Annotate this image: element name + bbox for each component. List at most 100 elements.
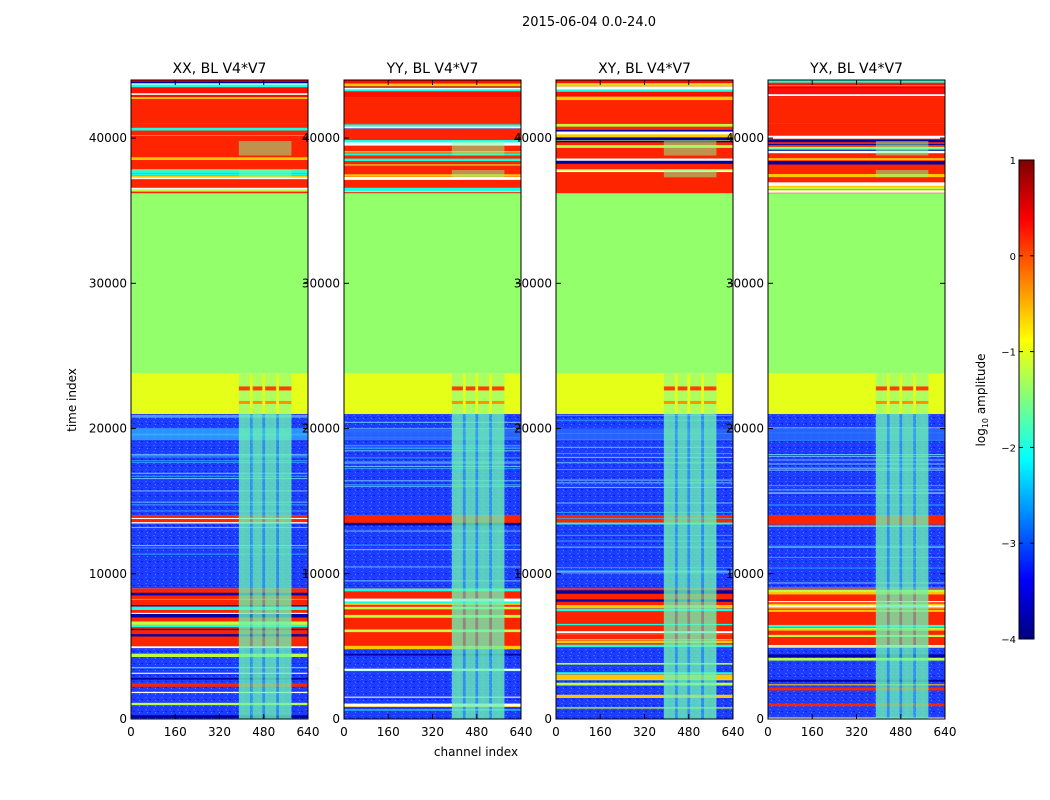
y-tick-label: 0 [332, 712, 340, 726]
stripe [768, 161, 945, 165]
stripe [768, 646, 945, 649]
stripe [556, 707, 733, 709]
stripe [344, 580, 521, 582]
stripe [556, 124, 733, 127]
stripe [556, 86, 733, 90]
stripe [768, 679, 945, 682]
stripe [131, 132, 308, 136]
x-tick-label: 0 [340, 725, 348, 739]
stripe [344, 602, 521, 605]
rfi-column [677, 373, 688, 719]
heatmap-band [768, 97, 945, 124]
stripe [131, 553, 308, 555]
stripe [344, 421, 521, 423]
figure-suptitle: 2015-06-04 0.0-24.0 [522, 15, 656, 30]
rfi-peak [690, 400, 702, 404]
stripe [768, 126, 945, 129]
stripe [344, 588, 521, 592]
stripe [131, 605, 308, 607]
stripe [556, 638, 733, 641]
stripe [131, 157, 308, 161]
y-tick-label: 10000 [726, 567, 764, 581]
stripe [131, 472, 308, 474]
stripe [556, 546, 733, 548]
colorbar-tick-label: −2 [1001, 443, 1016, 454]
rfi-column [252, 373, 263, 719]
stripe [768, 467, 945, 469]
stripe [344, 544, 521, 546]
stripe [131, 173, 308, 176]
heatmap-band [131, 97, 308, 124]
stripe [344, 467, 521, 469]
stripe [344, 549, 521, 551]
stripe [556, 169, 733, 172]
stripe [768, 687, 945, 691]
stripe [344, 192, 521, 195]
rfi-peak [278, 386, 292, 391]
rfi-peak [451, 386, 463, 391]
y-tick-label: 0 [756, 712, 764, 726]
stripe [768, 567, 945, 569]
stripe [768, 556, 945, 558]
stripe [768, 85, 945, 88]
stripe [131, 517, 308, 520]
rfi-column [478, 373, 490, 719]
rfi-column [663, 373, 675, 719]
x-tick-label: 480 [252, 725, 275, 739]
stripe [344, 153, 521, 156]
colorbar-label-main: log [974, 428, 988, 446]
stripe [556, 677, 733, 680]
stripe [131, 456, 308, 458]
stripe [556, 84, 733, 87]
rfi-column [902, 373, 914, 719]
stripe [344, 126, 521, 129]
stripe [768, 504, 945, 506]
stripe [768, 609, 945, 612]
stripe [344, 598, 521, 602]
rfi-peak [889, 400, 900, 404]
stripe [131, 599, 308, 602]
stripe [556, 520, 733, 522]
x-tick-label: 160 [589, 725, 612, 739]
rfi-peak [478, 400, 490, 404]
stripe [131, 416, 308, 418]
stripe [131, 127, 308, 131]
stripe [556, 517, 733, 519]
stripe [768, 148, 945, 151]
rfi-peak [902, 386, 914, 391]
stripe [344, 444, 521, 446]
rfi-peak [238, 400, 250, 404]
stripe [131, 170, 308, 174]
stripe [131, 97, 308, 99]
stripe [344, 607, 521, 610]
rfi-column [278, 373, 292, 719]
stripe [131, 672, 308, 674]
rfi-peak [252, 400, 263, 404]
rfi-peak [265, 386, 277, 391]
colorbar-label-rest: amplitude [974, 354, 988, 418]
stripe [344, 428, 521, 441]
stripe [556, 428, 733, 441]
colorbar-bar [1018, 159, 1035, 640]
stripe [344, 703, 521, 707]
heatmap-band [344, 373, 521, 415]
stripe [768, 624, 945, 628]
stripe [768, 684, 945, 686]
stripe [556, 567, 733, 569]
stripe [556, 534, 733, 536]
stripe [344, 614, 521, 618]
heatmap-band [131, 373, 308, 415]
stripe [768, 189, 945, 191]
stripe [131, 510, 308, 512]
stripe [556, 419, 733, 421]
colorbar-label-sub: 10 [981, 418, 990, 428]
stripe [344, 87, 521, 90]
y-tick-label: 20000 [514, 422, 552, 436]
stripe [131, 478, 308, 480]
y-tick-label: 30000 [302, 276, 340, 290]
rfi-column [465, 373, 476, 719]
stripe [768, 149, 945, 154]
rfi-peak [265, 400, 277, 404]
stripe [556, 674, 733, 678]
stripe [768, 525, 945, 527]
